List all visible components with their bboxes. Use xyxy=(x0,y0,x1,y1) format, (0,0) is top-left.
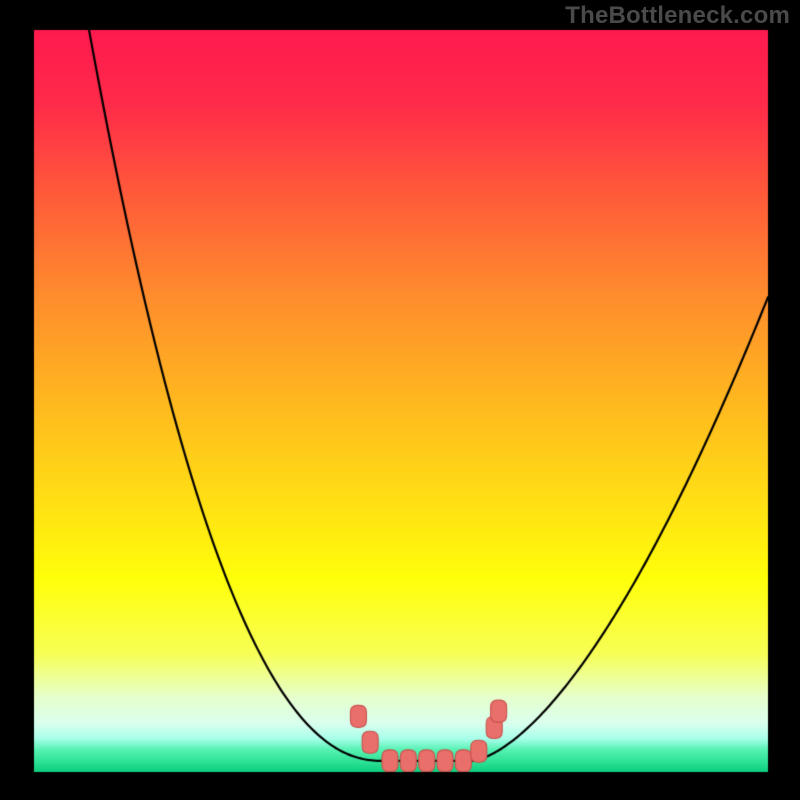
watermark-text: TheBottleneck.com xyxy=(565,2,790,30)
bottleneck-chart xyxy=(0,0,800,800)
